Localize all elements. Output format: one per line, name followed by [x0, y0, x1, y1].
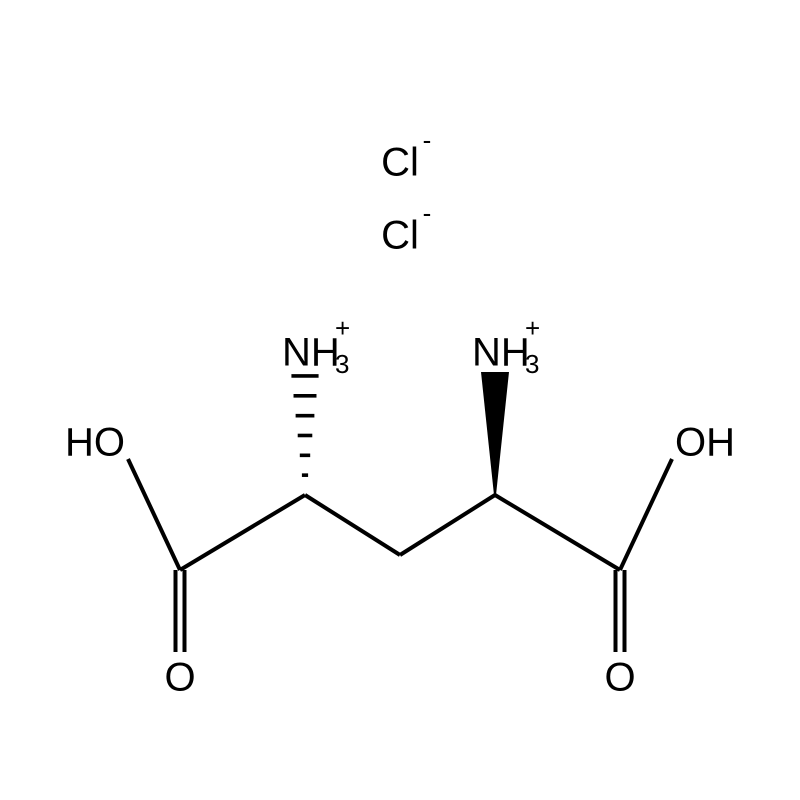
svg-text:O: O [604, 656, 635, 700]
svg-text:Cl: Cl [381, 141, 419, 185]
svg-text:O: O [164, 656, 195, 700]
molecule-diagram: Cl-Cl-NH3+NH3+HOOHOO [0, 0, 800, 800]
svg-text:HO: HO [65, 421, 125, 465]
svg-text:+: + [335, 313, 350, 343]
svg-text:-: - [423, 125, 432, 155]
svg-text:Cl: Cl [381, 214, 419, 258]
svg-text:OH: OH [675, 421, 735, 465]
svg-text:-: - [423, 198, 432, 228]
svg-text:+: + [525, 313, 540, 343]
svg-text:3: 3 [525, 349, 539, 379]
svg-text:NH: NH [472, 331, 530, 375]
svg-text:NH: NH [282, 331, 340, 375]
svg-text:3: 3 [335, 349, 349, 379]
